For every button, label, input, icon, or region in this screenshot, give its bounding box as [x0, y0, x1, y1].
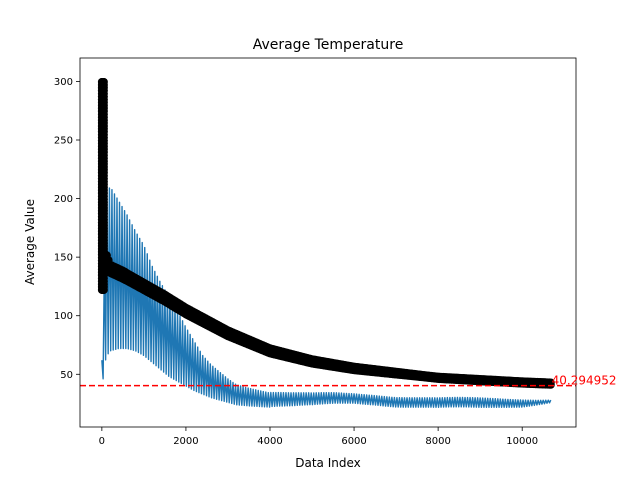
y-axis-ticks: 50 100 150 200 250 300: [54, 77, 80, 381]
x-tick-label: 4000: [257, 436, 282, 447]
x-tick-label: 0: [99, 436, 105, 447]
y-tick-label: 50: [60, 370, 73, 381]
series-line-blue: [101, 187, 552, 409]
y-tick-label: 100: [54, 311, 73, 322]
plot-data-layer: [80, 78, 576, 409]
x-axis-label: Data Index: [295, 456, 361, 470]
chart-title: Average Temperature: [253, 37, 404, 53]
x-tick-label: 10000: [506, 436, 538, 447]
x-tick-label: 8000: [425, 436, 450, 447]
marker-point: [546, 380, 555, 389]
y-tick-label: 250: [54, 136, 73, 147]
x-axis-ticks: 0 2000 4000 6000 8000 10000: [99, 427, 538, 447]
y-tick-label: 300: [54, 77, 73, 88]
x-tick-label: 6000: [341, 436, 366, 447]
y-tick-label: 150: [54, 253, 73, 264]
marker-point: [99, 78, 108, 87]
series-markers-black: [97, 78, 555, 389]
y-axis-label: Average Value: [23, 199, 37, 285]
y-tick-label: 200: [54, 194, 73, 205]
reference-line-label: 40.294952: [552, 374, 617, 388]
x-tick-label: 2000: [173, 436, 198, 447]
plot-frame: [79, 57, 577, 428]
